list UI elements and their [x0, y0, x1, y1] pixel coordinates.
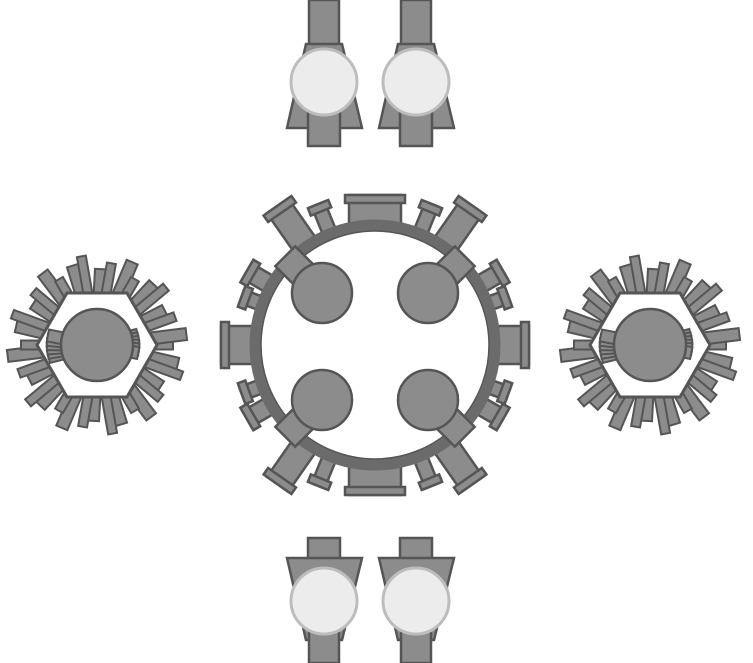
twin-tank-top-left [285, 0, 364, 148]
boss-turret [273, 368, 354, 449]
twin-tank-bottom-left [285, 536, 364, 663]
turret-disk [290, 261, 354, 325]
barrel-cap [261, 466, 298, 496]
fortress-boss [219, 193, 531, 497]
barrel-cap [306, 198, 333, 218]
barrel-cap [306, 472, 333, 492]
barrel-cap [495, 284, 514, 312]
tank-core [289, 47, 359, 117]
barrel-cap [236, 378, 255, 406]
tank-core [381, 566, 451, 636]
hex-core [612, 307, 688, 383]
barrel-cap [238, 258, 262, 288]
twin-tank-bottom-right [377, 536, 456, 663]
barrel-cap [519, 320, 531, 370]
barrel-cap [343, 485, 407, 497]
hex-core [59, 307, 135, 383]
barrel-cap [495, 378, 514, 406]
turret-disk [396, 368, 460, 432]
boss-ring-inner-line [260, 230, 490, 460]
barrel-cap [238, 402, 262, 432]
barrel-cap [488, 402, 512, 432]
barrel-cap [343, 193, 407, 205]
barrel-cap [236, 284, 255, 312]
spiked-hexagon-right [558, 254, 742, 436]
turret-barrel [423, 395, 477, 449]
barrel-cap [261, 194, 298, 224]
twin-tank-top-right [377, 0, 456, 148]
barrel-cap [452, 466, 489, 496]
boss-turret [273, 244, 354, 325]
tank-core [381, 47, 451, 117]
barrel-cap [417, 472, 444, 492]
hex-spikes [558, 254, 742, 436]
turret-disk [290, 368, 354, 432]
boss-turret [396, 244, 477, 325]
barrel-cap [219, 320, 231, 370]
barrel-cap [488, 258, 512, 288]
barrel-cap [417, 198, 444, 218]
boss-turrets [273, 244, 477, 449]
spiked-hexagon-left [5, 254, 189, 436]
barrel-cap [452, 194, 489, 224]
turret-disk [396, 261, 460, 325]
boss-turret [396, 368, 477, 449]
tank-core [289, 566, 359, 636]
